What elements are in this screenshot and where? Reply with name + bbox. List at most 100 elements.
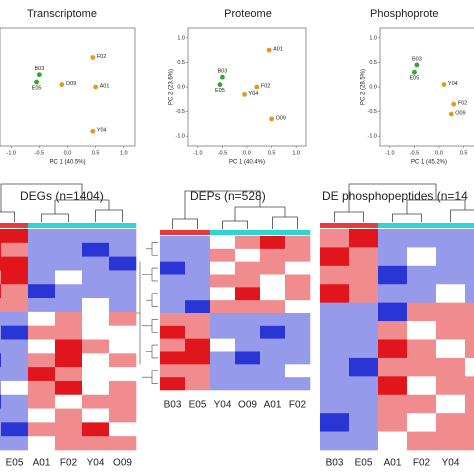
column-label: Y04 [442,458,460,469]
point [269,116,274,122]
heatmap-cell [260,274,286,288]
heatmap-cell [109,422,137,437]
heatmap-cell [28,436,56,451]
heatmap-cell [260,261,286,275]
heatmap-cell [210,274,236,288]
group-bar [465,223,474,228]
heatmap-cell [55,380,83,396]
point [451,101,457,107]
heatmap-cell [0,311,2,326]
heatmap-cell [320,321,350,340]
y-axis-label: PC 2 (28.5%) [361,69,367,105]
heatmap-cell [0,408,2,423]
heatmap-cell [320,265,350,285]
x-tick-label: 0.0 [64,150,72,156]
plot-frame [379,27,474,147]
heatmap-cell [260,325,286,339]
point [90,55,96,60]
heatmap-cell [160,300,186,314]
heatmap-cell [378,357,408,377]
heatmap-cell [28,339,56,354]
heatmap-cell [109,394,137,409]
heatmap-cell [55,242,83,257]
heatmap-cell [55,270,83,285]
heatmap-cell [0,339,2,354]
heatmap-cell [28,408,56,423]
group-bar [0,223,2,228]
heatmap-cell [436,376,466,396]
heatmap-cell [260,287,286,301]
heatmap-cell [185,261,211,275]
column-dendrogram [334,183,474,222]
heatmap-cell [235,313,261,327]
heatmap-cell [160,287,186,301]
column-label: E05 [189,400,207,411]
heatmap-cell [465,321,474,340]
heatmap-cell [1,325,29,340]
column-dendrogram [0,183,123,222]
y-axis-label: PC 2 (23.6%) [169,69,175,105]
heatmap-cell [436,431,466,451]
heatmap-cell [378,431,408,451]
column-label: A01 [33,458,51,469]
y-tick-label: 0.5 [177,60,185,66]
heatmap-cell [28,311,56,326]
heatmap-cell [109,298,137,313]
point-label: Y04 [97,128,107,134]
heatmap-cell [407,247,437,267]
heatmap-cell [407,357,437,377]
heatmap-cell [349,321,379,340]
point-label: O09 [66,81,76,87]
panel-title: Phosphoprote [370,8,439,20]
heatmap-cell [407,413,437,432]
heatmap-cell [436,321,466,340]
heatmap-cell [285,274,311,288]
heatmap-cell [1,408,29,423]
point-label: O09 [276,115,286,121]
heatmap-cell [0,270,2,285]
heatmap-cell [0,229,2,244]
heatmap-cell [1,298,29,313]
group-bar [1,223,29,228]
x-tick-label: -0.5 [35,150,44,156]
heatmap-cell [28,270,56,285]
heatmap-cell [109,408,137,423]
heatmap-cell [109,380,137,396]
heatmap-cell [260,300,286,314]
heatmap-cell [28,256,56,271]
heatmap-cell [349,339,379,359]
heatmap-cell [1,353,29,368]
heatmap-cell [55,256,83,271]
point [441,82,447,87]
heatmap-cell [349,394,379,414]
heatmap-cell [109,436,137,451]
point [412,69,417,75]
heatmap-cell [349,284,379,303]
heatmap-cell [436,229,466,248]
heatmap-cell [185,300,211,314]
heatmap-cell [320,376,350,396]
y-tick-label: 0.0 [369,84,377,90]
heatmap-cell [235,248,261,262]
heatmap-cell [285,287,311,301]
column-label: F02 [289,400,307,411]
heatmap-cell [1,394,29,409]
heatmap-cell [378,413,408,432]
heatmap-cell [82,229,110,244]
heatmap-cell [407,431,437,451]
heatmap-cell [82,270,110,285]
x-tick-label: 0.0 [435,150,443,156]
x-tick-label: 1.0 [120,150,128,156]
heatmap-cell [378,339,408,359]
panel-title: Proteome [224,8,272,20]
group-bar [407,223,437,228]
heatmap-cell [465,265,474,285]
heatmap-cell [349,265,379,285]
y-tick-label: -0.5 [368,109,377,115]
heatmap-cell [235,287,261,301]
group-bar [160,230,186,235]
heatmap-cell [285,300,311,314]
heatmap-cell [0,298,2,313]
